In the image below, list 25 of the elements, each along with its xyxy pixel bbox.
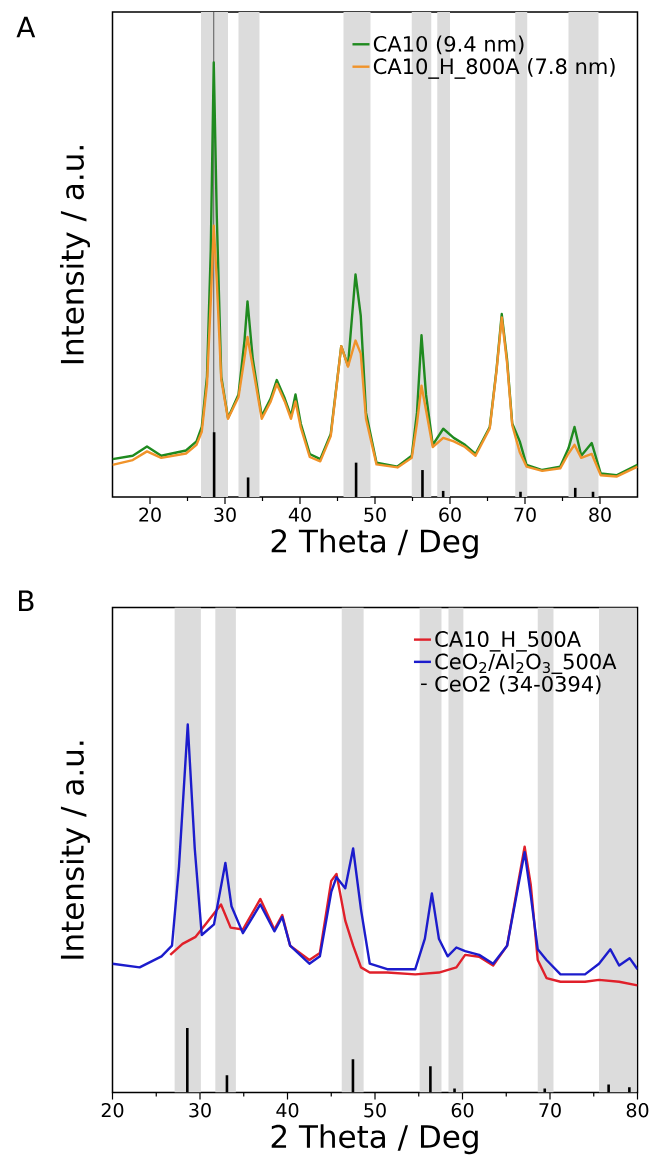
x-tick-label: 40 bbox=[288, 507, 311, 522]
legend-label: CA10 (9.4 nm) bbox=[373, 35, 524, 55]
chart-title: B bbox=[19, 590, 34, 611]
y-axis-title: Intensity / a.u. bbox=[59, 146, 90, 364]
x-tick-label: 70 bbox=[514, 507, 536, 522]
x-axis-title: 2 Theta / Deg bbox=[271, 528, 478, 559]
legend-label: CA10_H_500A bbox=[435, 631, 581, 652]
x-tick-label: 70 bbox=[539, 1103, 561, 1118]
y-axis-title: Intensity / a.u. bbox=[59, 741, 90, 959]
legend-label: CA10_H_800A (7.8 nm) bbox=[373, 57, 615, 79]
legend-label: CeO2 (34-0394) bbox=[435, 675, 601, 695]
x-tick-label: 30 bbox=[189, 1103, 211, 1118]
x-tick-label: 50 bbox=[364, 1103, 386, 1118]
x-tick-label: 40 bbox=[276, 1103, 299, 1118]
x-tick-label: 80 bbox=[626, 1103, 649, 1118]
x-tick-label: 30 bbox=[214, 507, 236, 522]
x-tick-label: 50 bbox=[364, 507, 386, 522]
x-axis-title: 2 Theta / Deg bbox=[271, 1124, 478, 1155]
x-tick-label: 20 bbox=[101, 1103, 124, 1118]
legend-label: CeO$_{2}$/Al$_{2}$O$_{3}$_500A bbox=[435, 653, 617, 675]
x-tick-label: 60 bbox=[451, 1103, 474, 1118]
chart-title: A bbox=[16, 16, 36, 38]
x-tick-label: 20 bbox=[139, 507, 161, 522]
x-tick-label: 60 bbox=[439, 507, 461, 522]
x-tick-label: 80 bbox=[589, 507, 611, 522]
